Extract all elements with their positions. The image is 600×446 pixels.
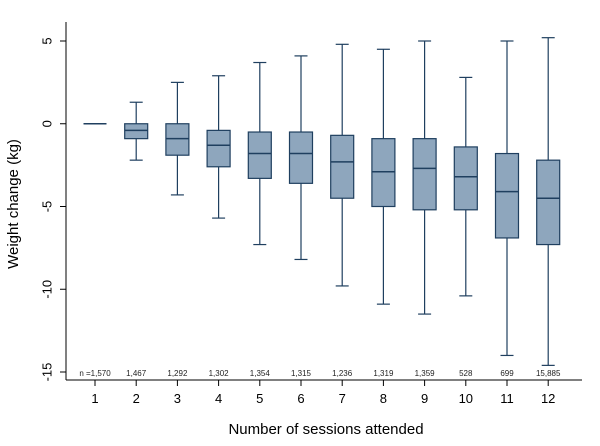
n-count-label: 1,236 xyxy=(332,369,353,378)
box xyxy=(453,146,478,211)
box xyxy=(165,123,190,156)
x-tick-label: 11 xyxy=(500,391,514,406)
n-count-label: 1,302 xyxy=(209,369,230,378)
box xyxy=(124,123,149,140)
y-tick-label: -15 xyxy=(40,363,55,382)
n-count-label: 1,315 xyxy=(291,369,312,378)
x-tick-label: 9 xyxy=(421,391,428,406)
x-tick-label: 8 xyxy=(380,391,387,406)
x-tick-label: 2 xyxy=(133,391,140,406)
n-count-label: n =1,570 xyxy=(79,369,111,378)
box xyxy=(247,131,272,179)
x-tick-label: 6 xyxy=(297,391,304,406)
n-count-label: 1,467 xyxy=(126,369,147,378)
n-count-label: 1,292 xyxy=(167,369,188,378)
y-axis-title: Weight change (kg) xyxy=(5,139,22,269)
n-count-label: 1,359 xyxy=(415,369,436,378)
n-count-label: 699 xyxy=(500,369,514,378)
plot-area: 5 0 -5 -10 -15 1 n =1,570 2 1,467 3 1,292 4 1,302 5 1,… xyxy=(40,22,582,406)
n-count-label: 15,885 xyxy=(536,369,561,378)
box xyxy=(206,129,231,168)
box xyxy=(536,159,561,246)
x-tick-label: 3 xyxy=(174,391,181,406)
x-tick-label: 12 xyxy=(541,391,555,406)
n-count-label: 1,319 xyxy=(373,369,394,378)
y-tick-label: -10 xyxy=(40,280,55,299)
x-tick-label: 10 xyxy=(459,391,473,406)
n-count-label: 528 xyxy=(459,369,473,378)
x-tick-label: 7 xyxy=(339,391,346,406)
box xyxy=(494,152,520,239)
box xyxy=(288,131,314,184)
y-tick-label: 0 xyxy=(40,120,55,127)
x-axis-title: Number of sessions attended xyxy=(228,421,423,438)
x-tick-label: 1 xyxy=(91,391,98,406)
box xyxy=(412,138,437,211)
box xyxy=(330,134,355,199)
x-tick-label: 4 xyxy=(215,391,222,406)
n-count-label: 1,354 xyxy=(250,369,271,378)
y-tick-label: 5 xyxy=(40,37,55,44)
box xyxy=(371,138,396,208)
x-tick-label: 5 xyxy=(256,391,263,406)
y-tick-label: -5 xyxy=(40,201,55,213)
